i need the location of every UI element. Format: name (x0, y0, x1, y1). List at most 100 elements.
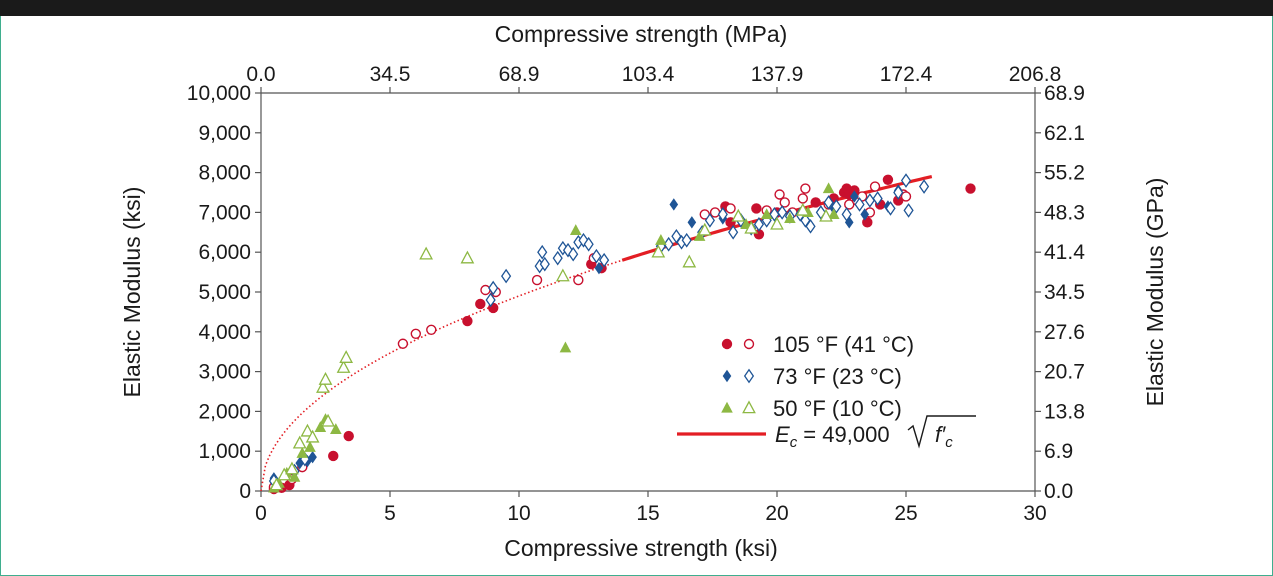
data-point (336, 360, 351, 373)
data-point (965, 183, 976, 194)
tick-label-left: 4,000 (198, 321, 251, 344)
data-point (885, 201, 896, 216)
data-point (591, 248, 602, 264)
tick-label-bottom: 10 (507, 502, 530, 525)
data-point (308, 450, 317, 464)
tick-label-right: 68.9 (1044, 82, 1085, 105)
data-point (339, 350, 354, 363)
data-point (704, 213, 716, 228)
data-point (485, 292, 496, 308)
data-point (797, 193, 808, 204)
data-point (316, 379, 330, 393)
tick-label-right: 34.5 (1044, 281, 1085, 304)
data-point (594, 261, 604, 275)
tick-label-right: 13.8 (1044, 400, 1085, 423)
legend-label: 105 °F (41 °C) (773, 332, 914, 357)
tick-label-left: 3,000 (198, 361, 251, 384)
data-point (827, 208, 840, 220)
data-point (779, 197, 790, 208)
data-point (573, 274, 584, 286)
data-point (872, 191, 883, 206)
data-point (697, 222, 712, 236)
legend-label: 73 °F (23 °C) (773, 364, 902, 389)
tick-label-bottom: 0 (255, 502, 267, 525)
data-point (900, 191, 912, 202)
data-point (578, 232, 589, 248)
tick-label-bottom: 25 (894, 502, 917, 525)
tick-label-right: 62.1 (1044, 122, 1085, 145)
data-point (343, 430, 354, 442)
data-point (296, 446, 309, 458)
data-point (882, 174, 894, 185)
tick-label-left: 8,000 (198, 162, 251, 185)
data-point (893, 185, 904, 200)
radical-sign (907, 415, 976, 449)
data-point (770, 216, 784, 230)
data-point (709, 207, 721, 218)
data-point (537, 244, 548, 260)
tick-label-bottom: 15 (636, 502, 659, 525)
data-point (531, 274, 543, 286)
data-point (844, 216, 854, 229)
data-point (426, 324, 437, 336)
data-point (728, 224, 739, 240)
data-point (419, 246, 434, 260)
data-point (475, 298, 486, 310)
y-axis-label-left: Elastic Modulus (ksi) (119, 187, 145, 398)
ticks-bottom: 0 5 10 15 20 25 30 (255, 491, 1047, 525)
data-point (854, 197, 865, 212)
x-axis-label-top: Compressive strength (MPa) (495, 21, 788, 47)
data-point (869, 181, 881, 192)
tick-label-left: 7,000 (198, 201, 251, 224)
data-point (663, 236, 674, 252)
data-point (805, 218, 816, 234)
legend-label-equation: Ec = 49,000 (775, 422, 890, 451)
data-point (288, 470, 301, 482)
tick-label-top: 103.4 (622, 63, 675, 86)
data-point (328, 450, 339, 462)
tick-label-bottom: 20 (765, 502, 788, 525)
data-point (557, 240, 568, 256)
axes (260, 92, 1036, 492)
data-points (268, 173, 976, 495)
tick-label-right: 41.4 (1044, 241, 1085, 264)
data-point (774, 189, 785, 200)
data-point (717, 207, 728, 222)
data-point (800, 213, 811, 228)
tick-label-right: 0.0 (1044, 480, 1073, 503)
ticks-left: 0 1,000 2,000 3,000 4,000 5,000 6,000 7,000 8,00… (187, 82, 261, 503)
y-axis-label-right: Elastic Modulus (GPa) (1142, 178, 1168, 407)
data-point (655, 234, 667, 245)
legend-label-root: f′c (935, 422, 953, 451)
data-point (269, 477, 284, 491)
data-point (559, 341, 572, 353)
data-point (777, 205, 788, 220)
legend-label: 50 °F (10 °C) (773, 396, 902, 421)
tick-label-bottom: 30 (1023, 502, 1046, 525)
ticks-right: 0.0 6.9 13.8 20.7 27.6 34.5 41.4 48.3 55.2 62.1 68… (1035, 82, 1085, 503)
tick-label-right: 6.9 (1044, 440, 1073, 463)
data-point (569, 224, 582, 235)
data-point (285, 461, 299, 475)
data-point (841, 207, 852, 222)
tick-label-right: 27.6 (1044, 321, 1085, 344)
data-point (751, 203, 762, 214)
data-point (583, 236, 594, 252)
data-point (795, 202, 810, 216)
data-point (819, 208, 833, 222)
data-point (671, 228, 682, 244)
data-point (903, 203, 914, 218)
data-point (501, 268, 512, 284)
data-point (800, 183, 811, 194)
data-point (330, 423, 342, 434)
data-point (681, 232, 692, 248)
legend-marker (743, 368, 755, 384)
data-point (744, 220, 759, 234)
data-point (318, 371, 333, 385)
legend-marker (742, 400, 756, 414)
x-axis-label-bottom: Compressive strength (ksi) (504, 535, 778, 561)
data-point (321, 413, 335, 427)
data-point (687, 216, 697, 229)
data-point (731, 208, 746, 222)
data-point (305, 429, 320, 443)
